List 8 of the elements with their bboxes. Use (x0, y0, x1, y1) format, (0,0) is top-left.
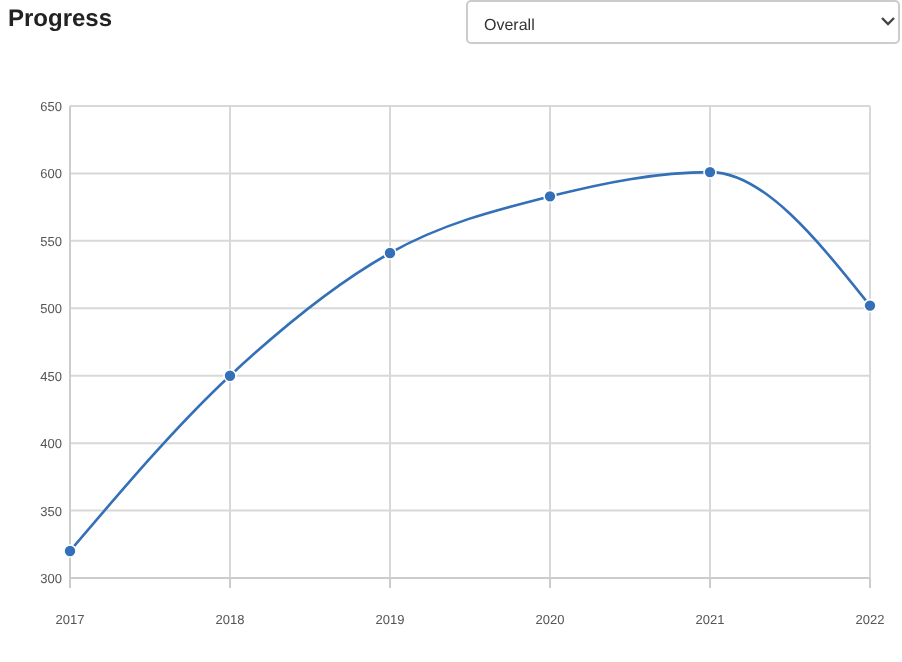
point (223, 368, 237, 383)
point (543, 189, 557, 204)
dropdown-field: Overall (466, 0, 900, 44)
point (703, 165, 717, 179)
chart-title: Progress (8, 4, 113, 32)
point (863, 298, 877, 313)
point (383, 246, 397, 260)
point (63, 544, 77, 558)
